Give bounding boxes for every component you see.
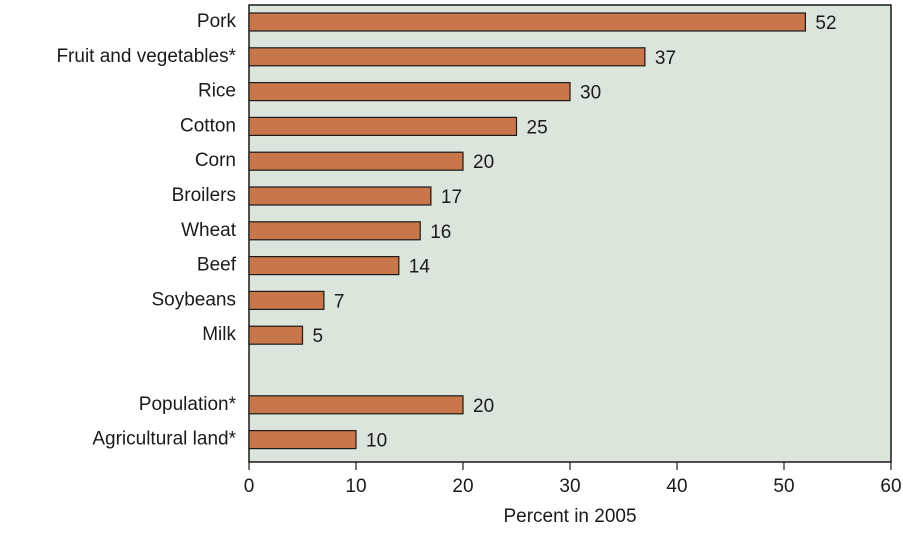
category-label-cotton: Cotton — [180, 115, 236, 136]
x-tick-label-40: 40 — [666, 476, 687, 497]
bar-soybeans — [248, 290, 325, 310]
category-labels-group: Pork Fruit and vegetables* Rice Cotton Corn B… — [56, 11, 236, 450]
value-label-fruit-and-vegetables: 37 — [655, 48, 676, 69]
bar-corn — [248, 151, 464, 171]
bar-cotton — [248, 116, 518, 137]
value-label-population: 20 — [473, 396, 494, 417]
category-label-wheat: Wheat — [181, 220, 237, 241]
bar-milk — [248, 325, 304, 345]
category-label-corn: Corn — [195, 150, 236, 171]
x-tick-label-0: 0 — [244, 476, 255, 497]
bar-beef — [248, 256, 400, 276]
value-label-cotton: 25 — [527, 117, 548, 138]
bar-rice — [248, 81, 571, 102]
category-label-fruit-and-vegetables: Fruit and vegetables* — [56, 46, 236, 67]
category-label-broilers: Broilers — [172, 185, 236, 206]
category-label-soybeans: Soybeans — [151, 289, 236, 310]
bar-broilers — [248, 186, 432, 206]
category-label-beef: Beef — [197, 255, 237, 276]
x-tick-label-60: 60 — [880, 476, 901, 497]
x-axis-title: Percent in 2005 — [503, 506, 636, 527]
x-tick-label-50: 50 — [773, 476, 794, 497]
bar-pork — [248, 12, 807, 32]
x-axis: 0 10 20 30 40 50 60 — [244, 462, 902, 497]
value-label-wheat: 16 — [430, 222, 451, 243]
bar-agricultural-land — [248, 430, 357, 450]
x-tick-label-30: 30 — [559, 476, 580, 497]
value-label-milk: 5 — [313, 326, 324, 347]
value-label-corn: 20 — [473, 152, 494, 173]
value-label-beef: 14 — [409, 257, 431, 278]
bar-population — [248, 395, 464, 415]
value-label-broilers: 17 — [441, 187, 462, 208]
category-label-rice: Rice — [198, 81, 236, 102]
value-label-pork: 52 — [815, 13, 836, 34]
category-label-population: Population* — [139, 394, 237, 415]
value-label-soybeans: 7 — [334, 291, 345, 312]
bar-fruit-and-vegetables — [248, 47, 646, 67]
category-label-agricultural-land: Agricultural land* — [92, 429, 236, 450]
bars-group — [248, 12, 807, 450]
value-label-rice: 30 — [580, 83, 601, 104]
x-tick-label-20: 20 — [452, 476, 473, 497]
category-label-milk: Milk — [202, 324, 236, 345]
category-label-pork: Pork — [197, 11, 237, 32]
value-label-agricultural-land: 10 — [366, 431, 387, 452]
value-labels-group: 52 37 30 25 20 17 16 14 75 20 10 — [313, 13, 837, 452]
bar-wheat — [248, 221, 421, 241]
x-tick-label-10: 10 — [345, 476, 366, 497]
